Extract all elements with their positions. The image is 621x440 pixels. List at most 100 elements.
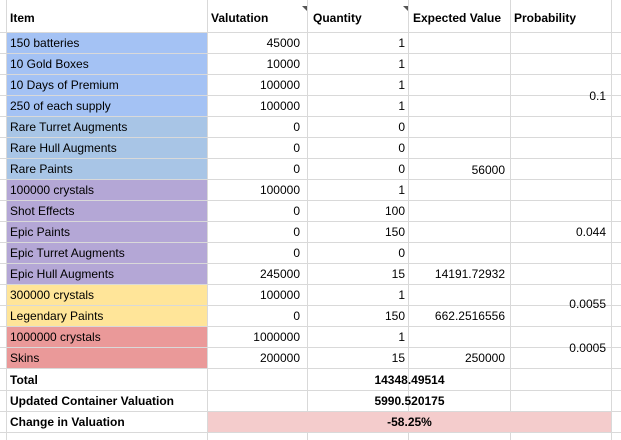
item-cell[interactable]: 250 of each supply: [10, 99, 111, 113]
valuation-cell[interactable]: 245000: [259, 267, 300, 281]
item-cell[interactable]: Shot Effects: [10, 204, 75, 218]
probability-rare[interactable]: 0.1: [589, 89, 606, 103]
quantity-cell[interactable]: 100: [384, 204, 405, 218]
item-cell[interactable]: 150 batteries: [10, 36, 80, 50]
item-cell[interactable]: Epic Paints: [10, 225, 71, 239]
total-value[interactable]: 14348.49514: [374, 373, 445, 387]
valuation-cell[interactable]: 100000: [259, 99, 300, 113]
item-cell[interactable]: 100000 crystals: [10, 183, 95, 197]
expected-value-ultra[interactable]: 250000: [464, 351, 505, 365]
row-fill: [6, 180, 207, 201]
valuation-cell[interactable]: 45000: [266, 36, 300, 50]
header-probability[interactable]: Probability: [514, 11, 577, 25]
probability-epic[interactable]: 0.044: [575, 225, 606, 239]
quantity-cell[interactable]: 15: [391, 351, 405, 365]
row-fill: [6, 201, 207, 222]
quantity-cell[interactable]: 0: [398, 141, 405, 155]
item-cell[interactable]: Epic Turret Augments: [10, 246, 125, 260]
valuation-cell[interactable]: 200000: [259, 351, 300, 365]
grid-line: [0, 137, 621, 138]
quantity-cell[interactable]: 1: [398, 330, 405, 344]
item-cell[interactable]: Epic Hull Augments: [10, 267, 115, 281]
row-fill: [6, 33, 207, 54]
row-fill: [6, 138, 207, 159]
updated-valuation-label[interactable]: Updated Container Valuation: [10, 394, 175, 408]
row-fill: [6, 285, 207, 306]
probability-ultra[interactable]: 0.0005: [569, 341, 606, 355]
item-cell[interactable]: Rare Turret Augments: [10, 120, 128, 134]
quantity-cell[interactable]: 1: [398, 288, 405, 302]
quantity-cell[interactable]: 150: [384, 309, 405, 323]
grid-line: [0, 263, 621, 264]
grid-line: [510, 0, 511, 440]
item-cell[interactable]: Rare Hull Augments: [10, 141, 117, 155]
quantity-cell[interactable]: 1: [398, 183, 405, 197]
grid-line: [0, 158, 621, 159]
item-cell[interactable]: 10 Gold Boxes: [10, 57, 89, 71]
row-fill: [6, 306, 207, 327]
valuation-cell[interactable]: 0: [293, 225, 300, 239]
row-fill: [6, 327, 207, 348]
change-valuation-label[interactable]: Change in Valuation: [10, 415, 125, 429]
grid-line: [0, 53, 621, 54]
row-fill: [6, 54, 207, 75]
grid-line: [0, 74, 621, 75]
grid-line: [0, 432, 621, 433]
quantity-cell[interactable]: 1: [398, 36, 405, 50]
row-fill: [6, 264, 207, 285]
filter-corner-icon: [403, 6, 408, 11]
header-valuation[interactable]: Valutation: [211, 11, 269, 25]
row-fill: [6, 243, 207, 264]
probability-legendary[interactable]: 0.0055: [569, 297, 606, 311]
expected-value-epic[interactable]: 14191.72932: [434, 267, 505, 281]
valuation-cell[interactable]: 0: [293, 120, 300, 134]
change-valuation-value[interactable]: -58.25%: [208, 412, 611, 432]
grid-line: [307, 0, 308, 440]
quantity-cell[interactable]: 1: [398, 57, 405, 71]
grid-line: [0, 305, 621, 306]
item-cell[interactable]: 300000 crystals: [10, 288, 95, 302]
quantity-cell[interactable]: 1: [398, 78, 405, 92]
valuation-cell[interactable]: 10000: [266, 57, 300, 71]
valuation-cell[interactable]: 0: [293, 246, 300, 260]
quantity-cell[interactable]: 0: [398, 162, 405, 176]
valuation-cell[interactable]: 100000: [259, 183, 300, 197]
grid-line: [0, 390, 621, 391]
expected-value-rare[interactable]: 56000: [471, 163, 505, 177]
quantity-cell[interactable]: 150: [384, 225, 405, 239]
grid-line: [6, 0, 7, 440]
grid-line: [0, 326, 621, 327]
quantity-cell[interactable]: 1: [398, 99, 405, 113]
item-cell[interactable]: 10 Days of Premium: [10, 78, 119, 92]
row-fill: [6, 117, 207, 138]
grid-line: [0, 284, 621, 285]
valuation-cell[interactable]: 0: [293, 162, 300, 176]
grid-line: [611, 0, 612, 440]
quantity-cell[interactable]: 0: [398, 246, 405, 260]
grid-line: [0, 411, 621, 412]
grid-line: [0, 95, 621, 96]
item-cell[interactable]: Skins: [10, 351, 40, 365]
header-quantity[interactable]: Quantity: [313, 11, 362, 25]
valuation-cell[interactable]: 0: [293, 141, 300, 155]
filter-corner-icon: [302, 6, 307, 11]
valuation-cell[interactable]: 0: [293, 309, 300, 323]
item-cell[interactable]: Rare Paints: [10, 162, 73, 176]
grid-line: [207, 0, 208, 440]
updated-valuation-value[interactable]: 5990.520175: [374, 394, 445, 408]
header-expected-value[interactable]: Expected Value: [413, 11, 502, 25]
total-label[interactable]: Total: [10, 373, 38, 387]
valuation-cell[interactable]: 100000: [259, 78, 300, 92]
valuation-cell[interactable]: 1000000: [253, 330, 300, 344]
valuation-cell[interactable]: 100000: [259, 288, 300, 302]
quantity-cell[interactable]: 15: [391, 267, 405, 281]
quantity-cell[interactable]: 0: [398, 120, 405, 134]
grid-line: [0, 221, 621, 222]
header-item[interactable]: Item: [10, 11, 35, 25]
item-cell[interactable]: Legendary Paints: [10, 309, 104, 323]
row-fill: [6, 222, 207, 243]
item-cell[interactable]: 1000000 crystals: [10, 330, 101, 344]
expected-value-legendary[interactable]: 662.2516556: [434, 309, 505, 323]
valuation-cell[interactable]: 0: [293, 204, 300, 218]
